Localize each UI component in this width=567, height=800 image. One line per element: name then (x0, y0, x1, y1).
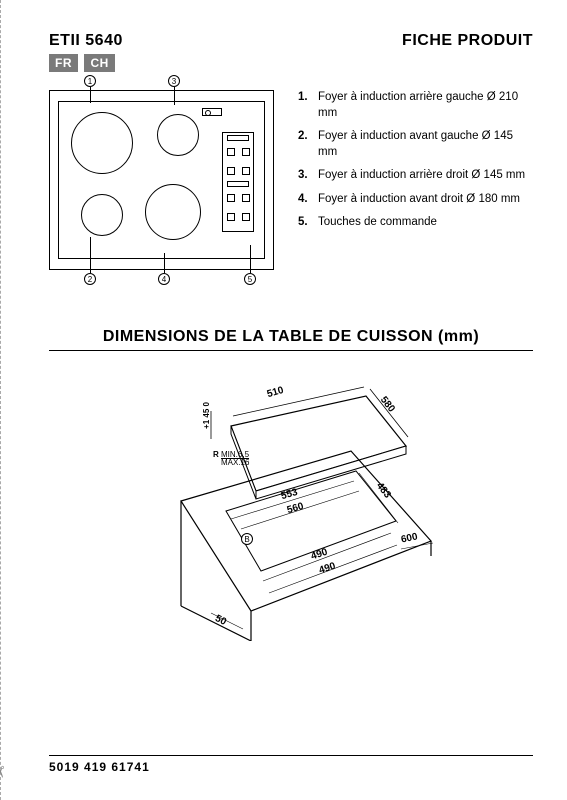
r-label: R (213, 450, 219, 459)
legend-num: 1. (298, 90, 318, 121)
lang-badge-ch: CH (84, 54, 114, 72)
callout-3: 3 (168, 75, 180, 87)
legend-num: 5. (298, 215, 318, 231)
control-panel (222, 132, 254, 232)
r-block: R MIN.6,5 MAX.16 (213, 451, 249, 467)
cooktop-surface (58, 101, 265, 259)
scissor-icon: ✂ (0, 765, 10, 778)
legend-item: 3. Foyer à induction arrière droit Ø 145… (298, 168, 533, 184)
legend-text: Foyer à induction arrière gauche Ø 210 m… (318, 90, 533, 121)
burner-front-right (145, 184, 201, 240)
legend-num: 3. (298, 168, 318, 184)
legend-text: Touches de commande (318, 215, 437, 231)
legend-text: Foyer à induction avant droit Ø 180 mm (318, 192, 520, 208)
callout-2: 2 (84, 273, 96, 285)
legend-item: 1. Foyer à induction arrière gauche Ø 21… (298, 90, 533, 121)
legend-item: 5. Touches de commande (298, 215, 533, 231)
lang-badge-fr: FR (49, 54, 78, 72)
burner-rear-left (71, 112, 133, 174)
dimensions-diagram: 510 580 +1 45 0 R MIN.6,5 MAX.16 B 553 5… (141, 381, 441, 641)
legend-text: Foyer à induction arrière droit Ø 145 mm (318, 168, 525, 184)
dim-height: +1 45 0 (202, 402, 211, 429)
footer-code: 5019 419 61741 (49, 755, 533, 774)
lang-badges: FR CH (49, 54, 533, 72)
burner-front-left (81, 194, 123, 236)
page-title: FICHE PRODUIT (402, 32, 533, 50)
legend-list: 1. Foyer à induction arrière gauche Ø 21… (298, 90, 533, 270)
section-title-dimensions: DIMENSIONS DE LA TABLE DE CUISSON (mm) (49, 328, 533, 351)
legend-item: 4. Foyer à induction avant droit Ø 180 m… (298, 192, 533, 208)
legend-text: Foyer à induction avant gauche Ø 145 mm (318, 129, 533, 160)
legend-num: 4. (298, 192, 318, 208)
burner-rear-right (157, 114, 199, 156)
legend-item: 2. Foyer à induction avant gauche Ø 145 … (298, 129, 533, 160)
callout-1: 1 (84, 75, 96, 87)
model-number: ETII 5640 (49, 32, 123, 50)
callout-5: 5 (244, 273, 256, 285)
legend-num: 2. (298, 129, 318, 160)
r-max: MAX.16 (221, 458, 249, 467)
cooktop-diagram: 1 3 2 4 5 (49, 90, 274, 270)
brand-logo (202, 108, 222, 116)
callout-4: 4 (158, 273, 170, 285)
marker-b: B (241, 533, 253, 545)
